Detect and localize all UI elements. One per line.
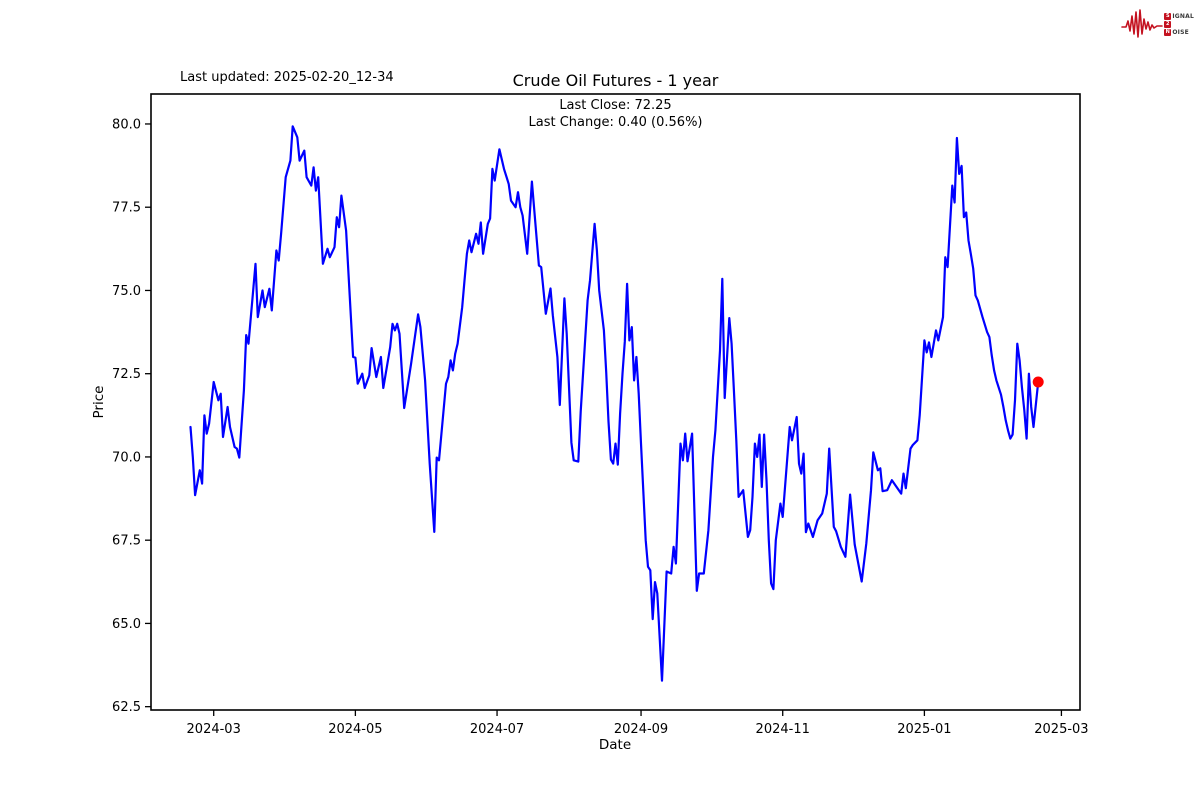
y-tick-label: 75.0: [112, 284, 141, 299]
logo-letter-2: 2: [1164, 20, 1172, 28]
logo-row-2: 2: [1164, 20, 1194, 28]
logo-letter-n: N: [1164, 28, 1172, 36]
x-tick-label: 2024-05: [328, 722, 382, 737]
x-tick-label: 2025-03: [1034, 722, 1088, 737]
end-marker-dot: [1032, 376, 1044, 388]
y-tick-label: 80.0: [112, 117, 141, 132]
y-tick-label: 70.0: [112, 450, 141, 465]
chart-subtitle: Last Close: 72.25 Last Change: 0.40 (0.5…: [151, 97, 1080, 131]
x-tick-label: 2024-07: [470, 722, 524, 737]
last-change-text: Last Change: 0.40 (0.56%): [528, 115, 703, 130]
x-tick-label: 2025-01: [897, 722, 951, 737]
price-line: [189, 125, 1040, 682]
logo-waveform-icon: [1121, 9, 1164, 38]
logo-row-noise: N OISE: [1164, 28, 1194, 36]
y-tick-label: 67.5: [112, 534, 141, 549]
logo-row-signal: S IGNAL: [1164, 12, 1194, 20]
logo-text-oise: OISE: [1172, 28, 1189, 36]
y-tick-label: 65.0: [112, 617, 141, 632]
y-axis-label: Price: [91, 386, 107, 419]
x-tick-label: 2024-03: [187, 722, 241, 737]
y-axis-ticks: 62.5 65.0 67.5 70.0 72.5 75.0 77.5 80.0: [112, 117, 151, 715]
logo-text: S IGNAL 2 N OISE: [1164, 12, 1194, 36]
x-tick-label: 2024-09: [614, 722, 668, 737]
signal2noise-logo: S IGNAL 2 N OISE: [1121, 6, 1194, 42]
x-axis-ticks: 2024-03 2024-05 2024-07 2024-09 2024-11 2025-…: [187, 710, 1089, 737]
last-updated-text: Last updated: 2025-02-20_12-34: [180, 70, 394, 85]
logo-letter-s: S: [1164, 12, 1172, 20]
plot-border: [150, 93, 1081, 711]
page-title: Crude Oil Futures - 1 year: [512, 71, 719, 90]
last-close-text: Last Close: 72.25: [559, 98, 672, 113]
x-tick-label: 2024-11: [756, 722, 810, 737]
x-axis-label: Date: [599, 737, 631, 753]
y-tick-label: 77.5: [112, 201, 141, 216]
y-tick-label: 62.5: [112, 700, 141, 715]
y-tick-label: 72.5: [112, 367, 141, 382]
logo-text-ignal: IGNAL: [1172, 12, 1194, 20]
